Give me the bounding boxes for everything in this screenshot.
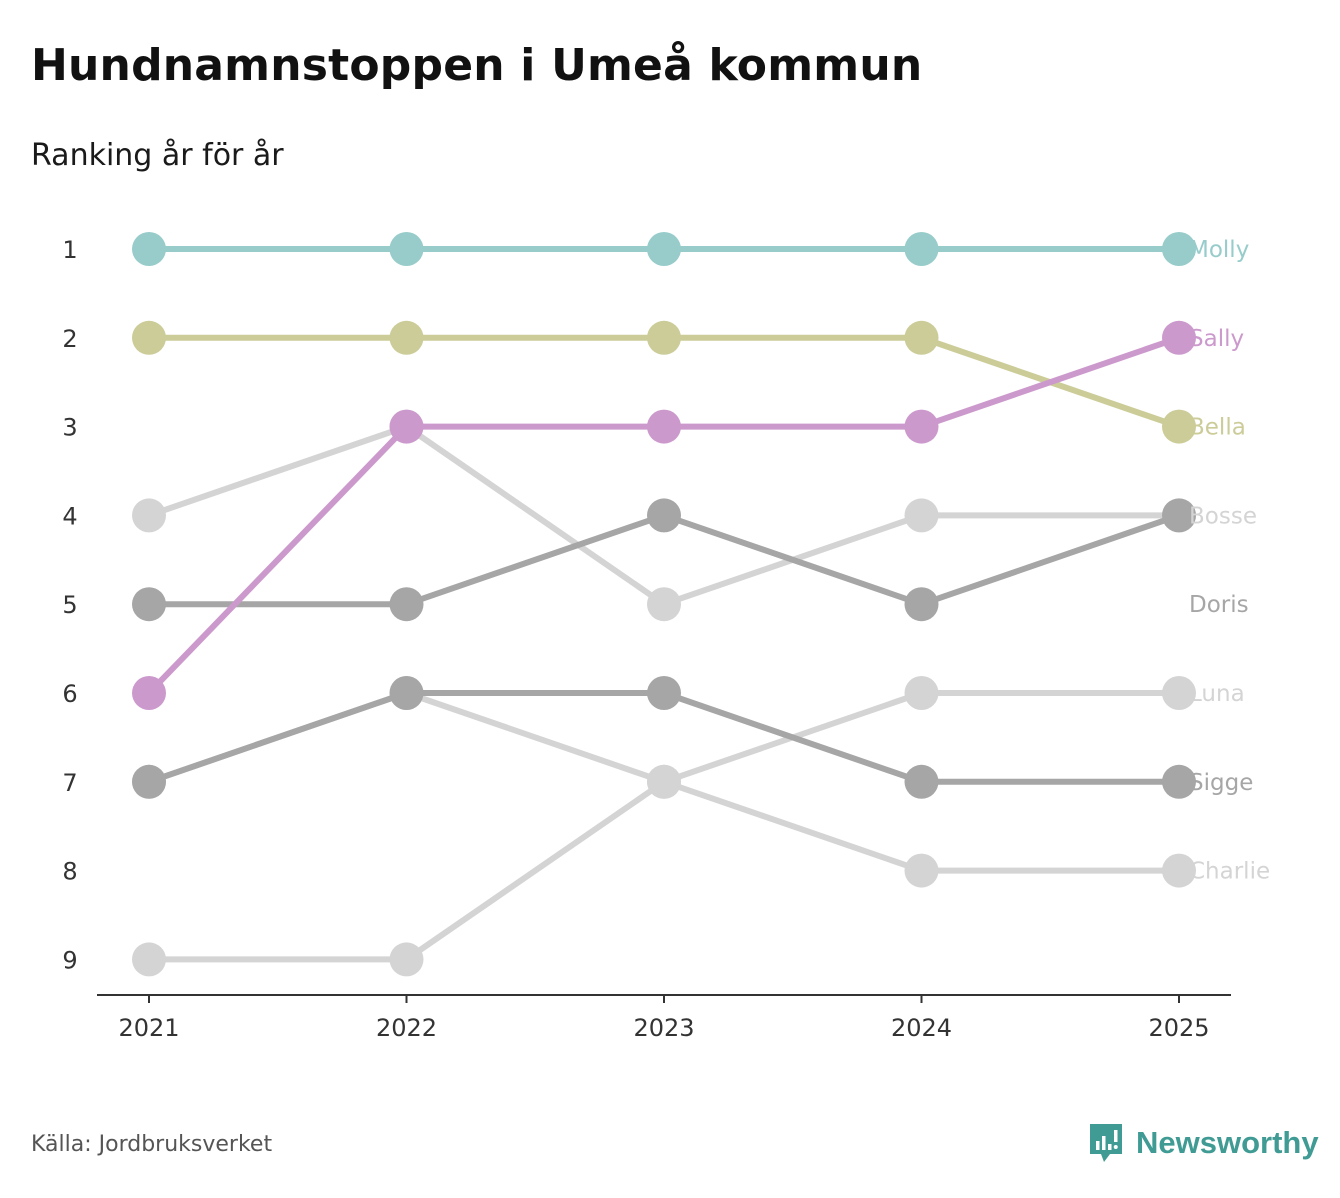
series-point — [132, 764, 166, 799]
brand-logo: Newsworthy — [1088, 1122, 1319, 1164]
series-point — [904, 676, 939, 710]
series-point — [647, 764, 681, 799]
series-point — [389, 409, 424, 444]
series-doris — [132, 498, 1196, 622]
chart-subtitle: Ranking år för år — [31, 138, 284, 173]
series-point — [904, 764, 939, 799]
series-point — [647, 587, 681, 622]
y-tick-label: 5 — [62, 591, 77, 619]
y-tick-label: 2 — [62, 325, 77, 353]
x-tick-label: 2025 — [1148, 1014, 1209, 1042]
series-labels: Molly Sally Bella Bosse Doris Luna Sigge Charli… — [1189, 237, 1270, 885]
series-point — [132, 587, 166, 622]
series-sally — [132, 320, 1196, 710]
source-note: Källa: Jordbruksverket — [31, 1132, 273, 1157]
series-point — [647, 498, 681, 533]
series-label: Sigge — [1189, 770, 1253, 796]
y-tick-label: 7 — [62, 769, 77, 797]
series-point — [904, 587, 939, 622]
newsworthy-logo-icon — [1090, 1124, 1122, 1162]
series-point — [132, 320, 166, 355]
series-label: Charlie — [1189, 859, 1270, 885]
x-tick-label: 2024 — [891, 1014, 952, 1042]
series-label: Bosse — [1189, 503, 1257, 529]
series-point — [1162, 320, 1196, 355]
series-point — [647, 232, 681, 266]
x-tick-label: 2023 — [633, 1014, 694, 1042]
series-point — [904, 498, 939, 533]
x-tick-label: 2021 — [118, 1014, 179, 1042]
series-point — [1162, 232, 1196, 266]
series-label: Luna — [1189, 681, 1245, 707]
series-point — [389, 942, 424, 977]
brand-name: Newsworthy — [1136, 1125, 1319, 1160]
series-line — [146, 690, 1182, 963]
series-point — [132, 498, 166, 533]
y-tick-label: 4 — [62, 502, 77, 530]
series-point — [647, 320, 681, 355]
series-point — [1162, 498, 1196, 533]
series-molly — [132, 232, 1196, 266]
series-label: Doris — [1189, 592, 1249, 618]
series-point — [1162, 764, 1196, 799]
series-point — [389, 676, 424, 710]
y-tick-label: 9 — [62, 946, 77, 974]
y-axis-ticks: 1 2 3 4 5 6 7 8 9 — [62, 236, 77, 974]
y-tick-label: 1 — [62, 236, 77, 264]
y-tick-label: 3 — [62, 414, 77, 442]
series-point — [132, 232, 166, 266]
series-bella — [132, 320, 1196, 444]
series-point — [904, 409, 939, 444]
series-label: Bella — [1189, 415, 1246, 441]
series-luna — [132, 676, 1196, 977]
y-tick-label: 6 — [62, 680, 77, 708]
series-label: Molly — [1189, 237, 1249, 263]
series-point — [132, 942, 166, 977]
series-point — [1162, 409, 1196, 444]
series-point — [647, 676, 681, 710]
series-point — [389, 587, 424, 622]
series-point — [132, 676, 166, 710]
x-axis: 2021 2022 2023 2024 2025 — [97, 994, 1231, 1042]
chart-title: Hundnamnstoppen i Umeå kommun — [31, 40, 923, 91]
series-sigge — [132, 676, 1196, 799]
series-point — [389, 320, 424, 355]
series-point — [647, 409, 681, 444]
series-point — [1162, 676, 1196, 710]
series-point — [904, 320, 939, 355]
series-label: Sally — [1189, 326, 1244, 352]
x-tick-label: 2022 — [376, 1014, 437, 1042]
series-point — [1162, 853, 1196, 888]
series-point — [904, 232, 939, 266]
y-tick-label: 8 — [62, 858, 77, 886]
series-point — [904, 853, 939, 888]
series-point — [389, 232, 424, 266]
